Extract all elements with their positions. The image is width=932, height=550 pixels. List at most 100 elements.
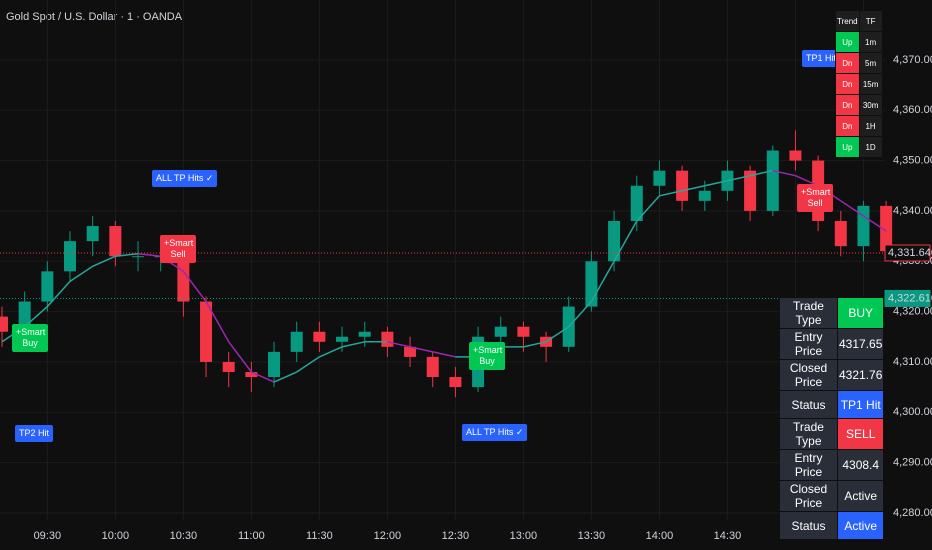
signal: ALL TP Hits ✓ [152,170,218,187]
candle-body [336,336,349,342]
header-cell: TF [858,10,883,32]
ma-segment [863,215,887,232]
price-tag [884,244,931,262]
cell: Closed Price [779,480,838,512]
row: Up 1m [835,31,883,53]
y-tick-label: 4,320.000 [893,306,932,318]
cell: TP1 Hit [836,390,885,419]
cell: Status [779,511,838,540]
cell: Active [836,480,885,512]
row: Status TP1 Hit [779,390,885,419]
cell: Dn [835,115,860,137]
row: Up 1D [835,136,883,158]
x-tick-label: 10:00 [102,530,130,542]
ma-segment [749,169,773,177]
ma-segment [69,265,94,283]
ma-segment [727,174,751,182]
y-tick-label: 4,310.000 [893,356,932,368]
row: Closed Price 4321.76 [779,359,885,391]
signal: +Smart Sell [160,235,196,263]
cell: Dn [835,94,860,116]
candle-body [834,220,847,247]
candle-body [449,377,462,388]
row: Entry Price 4317.65 [779,328,885,360]
ma-segment [772,169,796,177]
row: Closed Price Active [779,480,885,512]
row: Dn 1H [835,115,883,137]
cell: Dn [835,73,860,95]
ma-segment [523,341,547,348]
x-tick-label: 12:30 [442,530,470,542]
cell: Entry Price [779,328,838,360]
cell: Closed Price [779,359,838,391]
y-tick-label: 4,350.000 [893,154,932,166]
candle-body [630,185,643,221]
cell: 30m [858,94,883,116]
cell: 4317.65 [836,328,885,360]
cell: SELL [836,418,885,450]
candle-body [177,256,190,302]
row: Dn 5m [835,52,883,74]
cell: 4308.4 [836,449,885,481]
ma-segment [568,301,592,328]
candle-body [268,351,281,378]
row: Entry Price 4308.4 [779,449,885,481]
candle-body [744,170,757,211]
candle-body [41,271,54,302]
cell: 5m [858,52,883,74]
candle-body [222,361,235,373]
candle-body [0,316,8,332]
trade-table: Trade Type BUY Entry Price 4317.65 Closed Pr… [779,297,885,540]
y-tick-label: 4,290.000 [893,457,932,469]
ma-segment [319,346,343,358]
signal: +Smart Buy [12,324,48,352]
ma-segment [228,341,252,373]
x-tick-label: 14:30 [714,530,742,542]
ma-segment [251,371,275,383]
ma-segment [137,252,161,257]
x-tick-label: 13:00 [510,530,538,542]
candle-body [789,150,802,161]
candle-body [313,331,326,342]
row: Trade Type BUY [779,297,885,329]
ma-segment [182,270,207,302]
price-tag [884,289,931,307]
cell: Trade Type [779,297,838,329]
ma-segment [840,200,864,217]
ma-segment [704,179,728,187]
cell: Entry Price [779,449,838,481]
candle-body [880,205,893,252]
cell: 1D [858,136,883,158]
signal: ALL TP Hits ✓ [462,424,528,441]
candle-body [245,372,258,378]
cell: Up [835,136,860,158]
candle-body [290,331,303,352]
x-tick-label: 14:00 [646,530,674,542]
candle-body [653,170,666,186]
row: Dn 15m [835,73,883,95]
candle-body [676,170,689,201]
signal: TP2 Hit [15,425,54,442]
candle-body [698,190,711,201]
y-tick-label: 4,280.000 [893,507,932,519]
row: Status Active [779,511,885,540]
cell: Dn [835,52,860,74]
candle-body [857,205,870,247]
y-tick-label: 4,300.000 [893,406,932,418]
cell: Trade Type [779,418,838,450]
candle-body [86,226,99,242]
cell: 15m [858,73,883,95]
cell: 1H [858,115,883,137]
x-tick-label: 10:30 [170,530,198,542]
x-tick-label: 11:30 [306,530,333,542]
trend-table: Trend TF Up 1m Dn 5m Dn 15m Dn 30m Dn 1H Up 1D [835,10,883,158]
row: Dn 30m [835,94,883,116]
candle-body [200,301,213,362]
signal: +Smart Buy [469,342,505,370]
x-tick-label: 09:30 [34,530,62,542]
signal: +Smart Sell [797,184,833,212]
ma-segment [92,255,116,267]
ma-segment [681,185,705,192]
signal: TP1 Hit [802,50,841,67]
candle-body [608,220,621,262]
